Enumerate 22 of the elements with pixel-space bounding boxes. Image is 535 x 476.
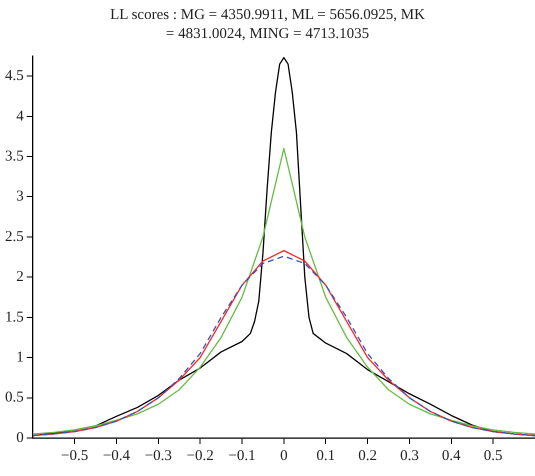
x-tick-label: −0.5 <box>60 448 88 464</box>
x-tick-label: 0.2 <box>358 448 377 464</box>
x-tick-label: 0.5 <box>484 448 503 464</box>
y-tick-label: 0.5 <box>5 390 24 406</box>
y-tick-label: 0 <box>16 430 24 446</box>
x-tick-label: 0 <box>280 448 288 464</box>
x-tick-label: 0.1 <box>316 448 336 464</box>
x-tick-label: −0.1 <box>228 448 256 464</box>
y-tick-label: 3 <box>16 188 24 205</box>
chart-title: LL scores : MG = 4350.9911, ML = 5656.0925, MK = 4831.0024, MING = 4713.1035 <box>109 6 426 44</box>
x-tick-label: −0.4 <box>102 448 131 464</box>
x-tick-label: −0.3 <box>144 448 172 464</box>
y-tick-label: 1.5 <box>5 309 24 326</box>
y-tick-label: 3.5 <box>5 148 24 164</box>
y-tick-label: 4.5 <box>5 68 24 84</box>
x-tick-label: 0.3 <box>400 448 419 464</box>
y-tick-label: 2.5 <box>5 228 24 245</box>
y-tick-label: 1 <box>16 350 24 366</box>
y-tick-label: 2 <box>16 269 24 286</box>
x-tick-label: −0.2 <box>186 448 214 464</box>
y-tick-label: 4 <box>16 108 24 124</box>
x-tick-label: 0.4 <box>442 448 462 464</box>
